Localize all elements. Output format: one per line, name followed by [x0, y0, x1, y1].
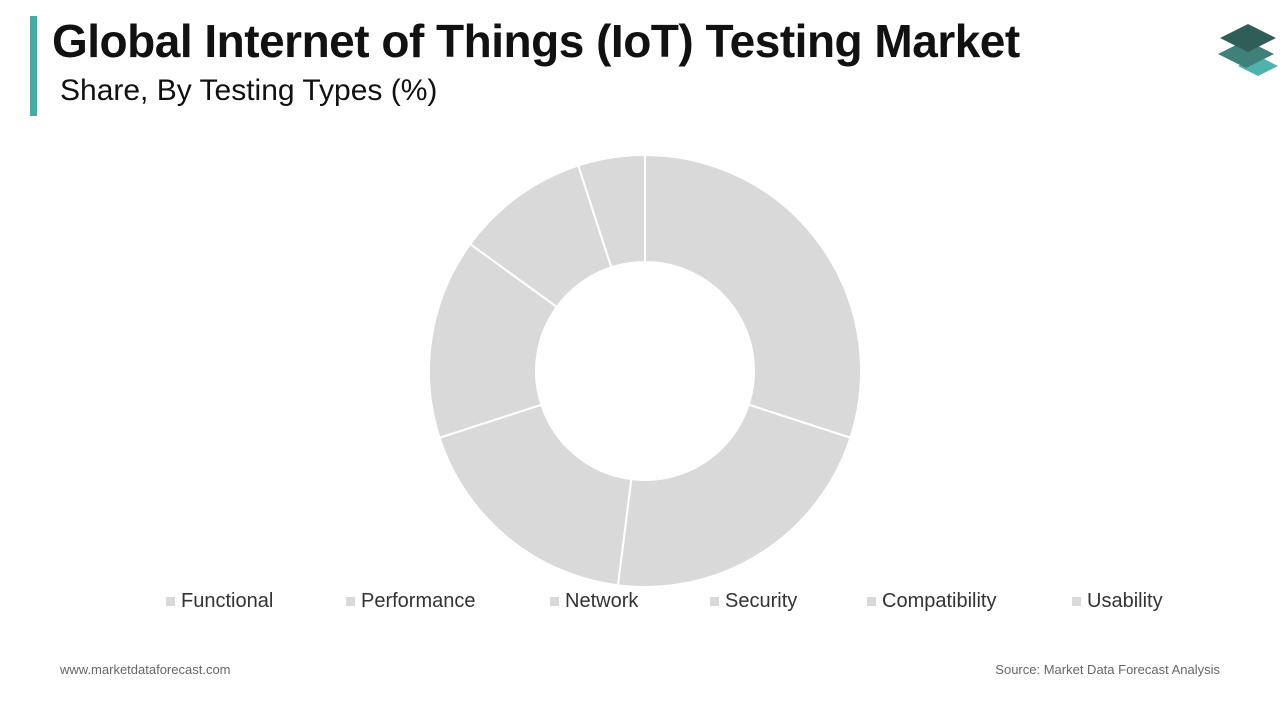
legend-swatch [1072, 596, 1081, 606]
legend-item-performance: Performance [346, 589, 476, 613]
legend-label: Compatibility [882, 589, 997, 612]
donut-slice-network [438, 403, 633, 587]
legend-item-functional: Functional [166, 589, 273, 613]
title-accent-bar [30, 16, 37, 116]
donut-slices [428, 153, 862, 588]
chart-subtitle: Share, By Testing Types (%) [60, 74, 438, 107]
legend-label: Usability [1087, 589, 1163, 612]
legend-swatch [346, 596, 355, 606]
website-url: www.marketdataforecast.com [60, 662, 231, 677]
legend-swatch [550, 596, 559, 606]
logo-layer-middle [1218, 40, 1274, 68]
legend-swatch [166, 596, 175, 606]
donut-slice-usability [576, 153, 646, 269]
source-note: Source: Market Data Forecast Analysis [995, 662, 1220, 677]
company-logo-icon [1218, 24, 1278, 76]
legend-swatch [867, 596, 876, 606]
legend-label: Performance [361, 589, 476, 612]
legend-item-usability: Usability [1072, 589, 1163, 613]
legend-item-compatibility: Compatibility [867, 589, 996, 613]
donut-slice-security [428, 242, 559, 440]
donut-slice-functional [644, 153, 862, 440]
legend-item-security: Security [710, 589, 797, 613]
legend-item-network: Network [550, 589, 638, 613]
legend-label: Functional [181, 589, 274, 612]
legend-label: Security [725, 589, 798, 612]
legend-swatch [710, 596, 719, 606]
donut-slice-performance [616, 403, 852, 588]
legend-label: Network [565, 589, 639, 612]
logo-layer-top [1220, 24, 1276, 52]
chart-title: Global Internet of Things (IoT) Testing … [52, 15, 1020, 67]
